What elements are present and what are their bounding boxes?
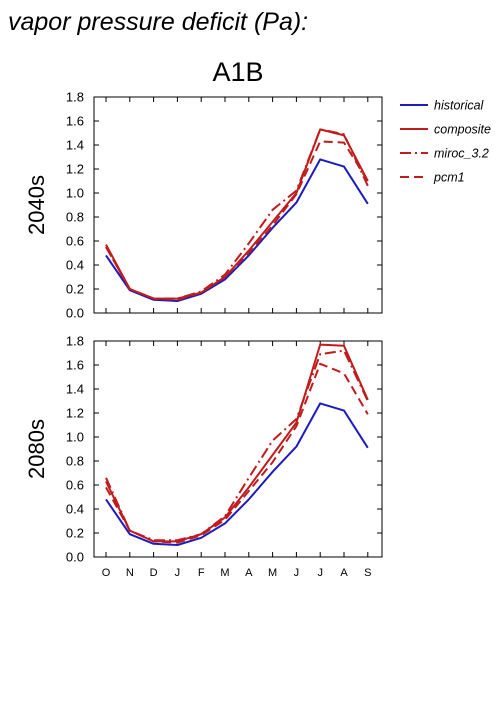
x-tick-label: O (102, 567, 111, 579)
y-tick-label: 1.8 (66, 90, 84, 105)
x-tick-label: N (126, 567, 134, 579)
scenario-label: A1B (212, 57, 263, 87)
y-tick-label: 0.0 (66, 306, 84, 321)
x-tick-label: D (150, 567, 158, 579)
y-tick-label: 0.8 (66, 210, 84, 225)
y-tick-label: 0.6 (66, 478, 84, 493)
y-tick-label: 0.8 (66, 454, 84, 469)
x-tick-label: J (317, 567, 323, 579)
panel-2080s: 0.0 0.2 0.4 0.6 0.8 1.0 1.2 1.4 1.6 1.8 O N D J F M A M J J… (24, 334, 383, 579)
legend-label: composite (434, 123, 491, 137)
series-line-historical (105, 158, 369, 302)
y-tick-label: 1.2 (66, 162, 84, 177)
series-line-miroc-3-2 (105, 128, 369, 300)
y-tick-label: 0.2 (66, 282, 84, 297)
legend: historical composite miroc_3.2 pcm1 (400, 99, 491, 185)
y-tick-label: 1.2 (66, 406, 84, 421)
y-tick-label: 0.0 (66, 550, 84, 565)
y-tick-label: 1.6 (66, 358, 84, 373)
x-tick-label: J (294, 567, 300, 579)
x-tick-label: S (364, 567, 371, 579)
panel-label: 2080s (24, 419, 49, 479)
y-tick-label: 1.6 (66, 114, 84, 129)
legend-label: historical (434, 99, 485, 113)
y-tick-label: 1.8 (66, 334, 84, 349)
legend-label: pcm1 (433, 171, 465, 185)
series-line-pcm1 (105, 362, 369, 544)
plot-frame (93, 340, 383, 558)
x-tick-label: J (175, 567, 181, 579)
y-tick-label: 1.4 (66, 138, 84, 153)
x-tick-label: A (245, 567, 253, 579)
y-tick-label: 0.6 (66, 234, 84, 249)
panel-label: 2040s (24, 175, 49, 235)
y-tick-label: 0.4 (66, 258, 84, 273)
series-line-composite (105, 128, 369, 300)
x-tick-label: A (340, 567, 348, 579)
y-tick-label: 1.4 (66, 382, 84, 397)
panel-2040s: 0.0 0.2 0.4 0.6 0.8 1.0 1.2 1.4 1.6 1.8 2040s (24, 90, 383, 321)
x-tick-label: M (220, 567, 229, 579)
y-tick-label: 0.4 (66, 502, 84, 517)
x-tick-label: M (268, 567, 277, 579)
figure-title: vapor pressure deficit (Pa): (8, 8, 308, 36)
x-tick-label: F (198, 567, 205, 579)
y-tick-label: 1.0 (66, 430, 84, 445)
legend-label: miroc_3.2 (434, 147, 489, 161)
series-line-historical (105, 402, 369, 546)
plot-frame (93, 96, 383, 314)
y-tick-label: 0.2 (66, 526, 84, 541)
series-line-pcm1 (105, 140, 369, 301)
y-tick-label: 1.0 (66, 186, 84, 201)
